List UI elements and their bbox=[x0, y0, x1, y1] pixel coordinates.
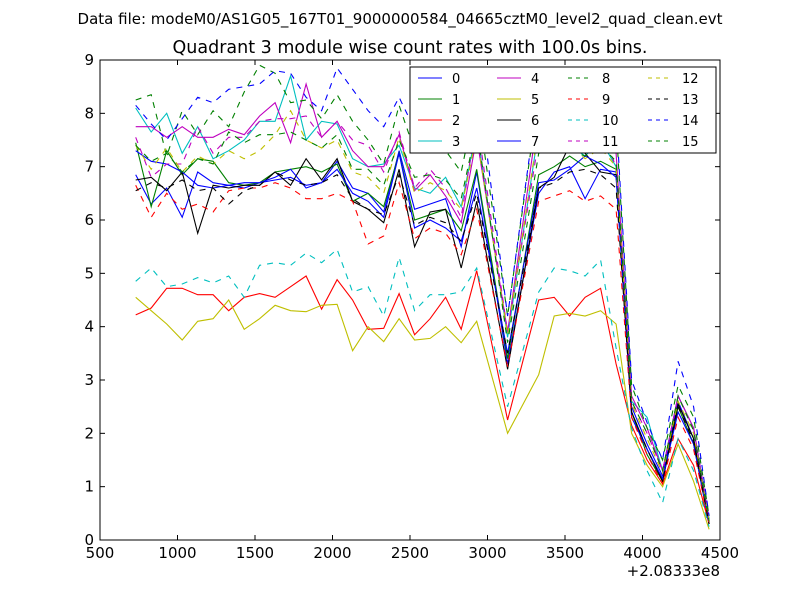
y-tick-label: 3 bbox=[84, 371, 94, 389]
y-tick-label: 0 bbox=[84, 531, 94, 549]
x-tick-label: 2500 bbox=[391, 544, 429, 562]
x-tick-label: 1000 bbox=[158, 544, 196, 562]
series-line-2 bbox=[135, 270, 710, 525]
series-line-7 bbox=[135, 150, 710, 525]
series-line-8 bbox=[135, 64, 710, 517]
x-tick-label: 4000 bbox=[623, 544, 661, 562]
chart-title: Quadrant 3 module wise count rates with … bbox=[173, 38, 648, 58]
chart-suptitle: Data file: modeM0/AS1G05_167T01_90000005… bbox=[78, 10, 723, 29]
x-tick-label: 500 bbox=[86, 544, 115, 562]
y-tick-label: 2 bbox=[84, 424, 94, 442]
legend-label-3: 3 bbox=[452, 135, 460, 150]
y-tick-label: 9 bbox=[84, 51, 94, 69]
series-lines bbox=[135, 64, 710, 530]
legend-label-7: 7 bbox=[531, 135, 539, 150]
legend-label-4: 4 bbox=[531, 72, 539, 87]
legend-label-6: 6 bbox=[531, 114, 539, 129]
y-tick-label: 5 bbox=[84, 264, 94, 282]
series-line-5 bbox=[135, 296, 710, 530]
series-line-11 bbox=[135, 115, 710, 519]
y-tick-label: 6 bbox=[84, 211, 94, 229]
axes: 500 1000 1500 2000 2500 3000 3500 4000 450001234… bbox=[84, 51, 739, 562]
legend-label-8: 8 bbox=[602, 72, 610, 87]
legend-box bbox=[409, 66, 717, 154]
legend-label-9: 9 bbox=[602, 93, 610, 108]
series-line-13 bbox=[135, 168, 710, 525]
legend-label-10: 10 bbox=[602, 114, 619, 129]
legend-label-2: 2 bbox=[452, 114, 460, 129]
series-line-15 bbox=[135, 126, 710, 522]
y-tick-label: 7 bbox=[84, 158, 94, 176]
x-tick-label: 2000 bbox=[313, 544, 351, 562]
x-tick-label: 3500 bbox=[546, 544, 584, 562]
legend-label-12: 12 bbox=[682, 72, 699, 87]
legend-label-14: 14 bbox=[682, 114, 699, 129]
y-tick-label: 4 bbox=[84, 318, 94, 336]
series-line-14 bbox=[135, 66, 710, 517]
legend-label-1: 1 bbox=[452, 93, 460, 108]
series-line-10 bbox=[135, 248, 710, 527]
series-line-0 bbox=[135, 150, 710, 522]
x-tick-label: 4500 bbox=[701, 544, 739, 562]
legend-label-11: 11 bbox=[602, 135, 619, 150]
legend-label-15: 15 bbox=[682, 135, 699, 150]
legend-label-0: 0 bbox=[452, 72, 460, 87]
y-tick-label: 1 bbox=[84, 478, 94, 496]
x-tick-label: 3000 bbox=[468, 544, 506, 562]
y-tick-label: 8 bbox=[84, 104, 94, 122]
legend-label-13: 13 bbox=[682, 93, 699, 108]
legend-label-5: 5 bbox=[531, 93, 539, 108]
x-tick-label: 1500 bbox=[236, 544, 274, 562]
x-offset-label: +2.08333e8 bbox=[627, 562, 720, 580]
series-line-6 bbox=[135, 144, 710, 525]
